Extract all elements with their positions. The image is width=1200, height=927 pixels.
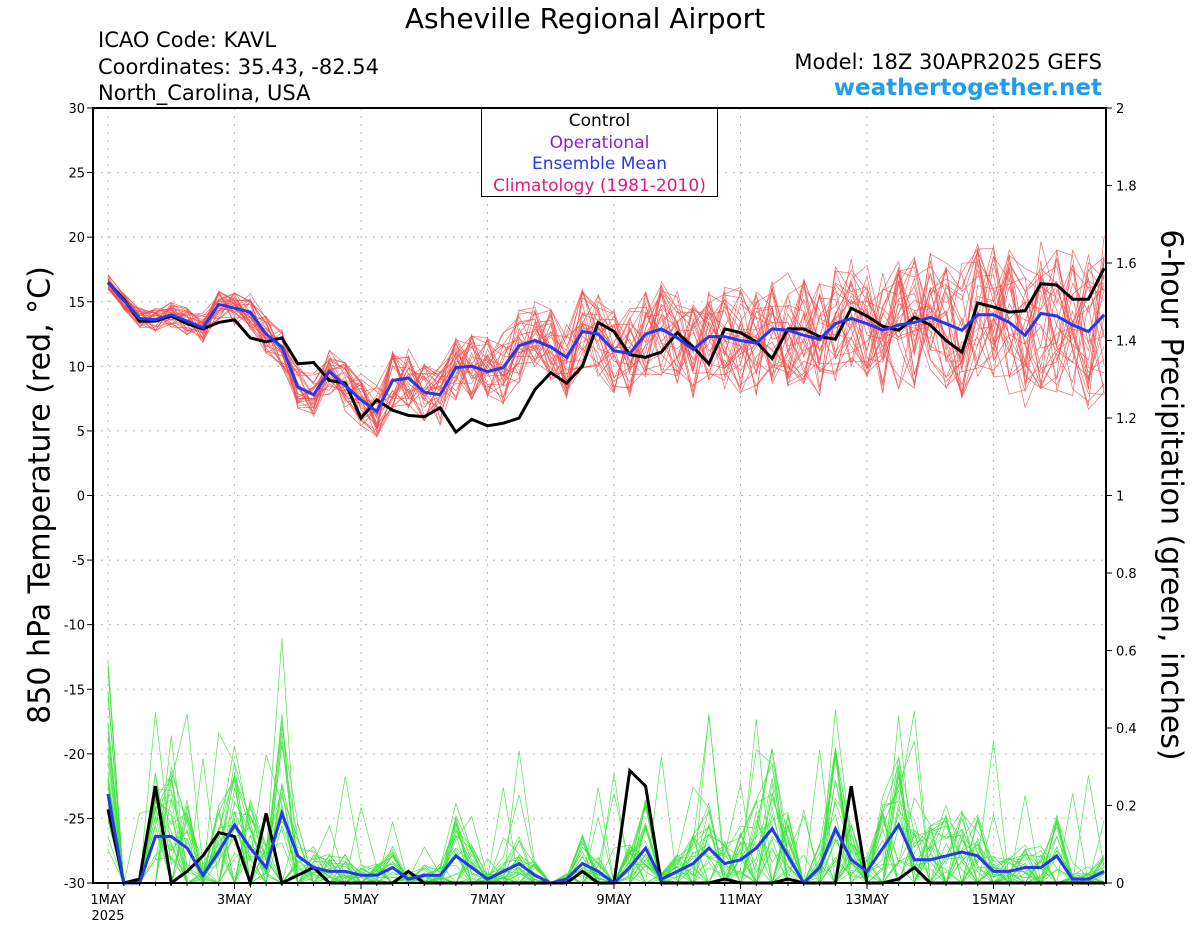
x-tick-label: 5MAY <box>343 893 378 908</box>
temp-member-line <box>107 250 1105 415</box>
x-tick-label: 1MAY <box>90 893 125 908</box>
precip-member-line <box>107 747 1105 885</box>
temp-member-line <box>107 245 1105 436</box>
y-axis-label-right: 6-hour Precipitation (green, inches) <box>1153 229 1189 761</box>
y-tick-label: 30 <box>68 102 85 117</box>
precip-member-line <box>107 737 1105 884</box>
y-tick-label: 25 <box>68 167 85 182</box>
ensemble-members <box>107 235 1105 885</box>
legend-ensemble-mean: Ensemble Mean <box>531 154 668 174</box>
x-tick-label: 7MAY <box>470 893 505 908</box>
y-tick-label: 5 <box>77 425 85 440</box>
legend-control: Control <box>568 111 631 131</box>
y-tick-label: -25 <box>64 812 85 827</box>
precip-member-line <box>108 748 1105 884</box>
y2-tick-label: 1.4 <box>1116 335 1137 350</box>
x-tick-label: 13MAY <box>845 893 889 908</box>
y-tick-label: 15 <box>68 296 85 311</box>
coordinates: Coordinates: 35.43, -82.54 <box>98 55 379 79</box>
location: North_Carolina, USA <box>98 81 311 105</box>
precip-member-line <box>108 747 1105 885</box>
y2-tick-label: 0.8 <box>1116 567 1137 582</box>
y-tick-label: 0 <box>77 490 85 505</box>
precip-member-line <box>107 740 1105 884</box>
x-tick-sublabel: 2025 <box>91 909 124 924</box>
plot-frame <box>92 107 1107 884</box>
precip-member-line <box>107 748 1105 885</box>
mean-temp-line <box>106 281 1106 414</box>
y-tick-label: -20 <box>64 748 85 763</box>
y2-tick-label: 1 <box>1116 490 1124 505</box>
y2-tick-label: 0 <box>1116 877 1124 892</box>
y-tick-label: -10 <box>64 619 85 634</box>
x-tick-label: 9MAY <box>596 893 631 908</box>
y2-tick-label: 2 <box>1116 102 1124 117</box>
temp-member-line <box>107 257 1105 403</box>
y2-tick-label: 0.2 <box>1116 800 1137 815</box>
axis-ticks: 302520151050-5-10-15-20-25-3021.81.61.41… <box>64 102 1137 924</box>
y-tick-label: 20 <box>68 231 85 246</box>
y2-tick-label: 0.4 <box>1116 722 1137 737</box>
y-tick-label: -30 <box>64 877 85 892</box>
y2-tick-label: 0.6 <box>1116 645 1137 660</box>
mean-precip-line <box>106 793 1105 886</box>
y-tick-label: 10 <box>68 360 85 375</box>
x-tick-label: 15MAY <box>972 893 1016 908</box>
temp-member-line <box>107 248 1105 438</box>
chart-title: Asheville Regional Airport <box>404 2 766 35</box>
site-link[interactable]: weathertogether.net <box>833 75 1102 101</box>
y-tick-label: -15 <box>64 683 85 698</box>
temp-member-line <box>107 255 1105 415</box>
y2-tick-label: 1.8 <box>1116 180 1137 195</box>
x-tick-label: 3MAY <box>217 893 252 908</box>
y-tick-label: -5 <box>72 554 85 569</box>
temp-member-line <box>107 266 1105 432</box>
model-run: Model: 18Z 30APR2025 GEFS <box>794 50 1102 74</box>
y-axis-label-left: 850 hPa Temperature (red, °C) <box>22 266 58 724</box>
temp-member-line <box>107 247 1105 425</box>
legend-climatology: Climatology (1981-2010) <box>493 175 706 196</box>
icao-code: ICAO Code: KAVL <box>98 28 277 52</box>
precip-member-line <box>108 750 1105 885</box>
temp-member-line <box>107 271 1105 409</box>
legend-operational: Operational <box>549 132 650 153</box>
grid <box>93 108 1106 883</box>
precip-member-line <box>107 741 1105 885</box>
precip-member-line <box>107 751 1105 885</box>
y2-tick-label: 1.6 <box>1116 257 1137 272</box>
x-tick-label: 11MAY <box>719 893 763 908</box>
y2-tick-label: 1.2 <box>1116 412 1137 427</box>
legend: Control Operational Ensemble Mean Climat… <box>481 108 718 197</box>
precip-member-line <box>107 754 1105 885</box>
temp-member-line <box>107 254 1105 416</box>
